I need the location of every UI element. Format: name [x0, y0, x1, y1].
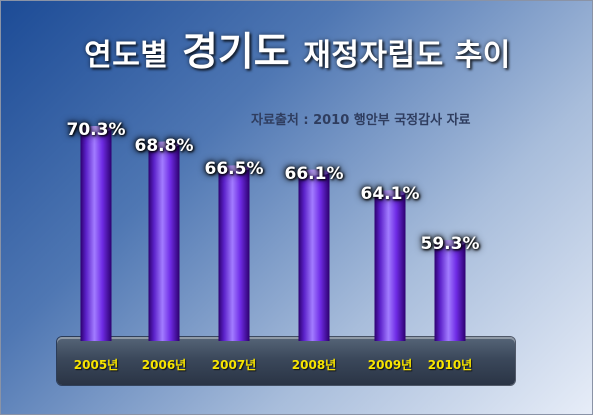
bar-2010년: [434, 242, 466, 341]
bar-2005년: [80, 128, 112, 341]
chart-title-suffix: 재정자립도 추이: [303, 38, 511, 73]
chart-base-plate: [57, 337, 515, 385]
bar-cap-2009년: [374, 190, 406, 197]
data-label-2008년: 66.1%: [284, 163, 344, 184]
x-tick-label-2009년: 2009년: [367, 358, 413, 372]
bar-2006년: [148, 143, 180, 341]
x-tick-label-2008년: 2008년: [291, 358, 337, 372]
chart-title-highlight: 경기도: [182, 30, 290, 75]
x-tick-label-2006년: 2006년: [141, 358, 187, 372]
bar-cap-2008년: [298, 169, 330, 176]
bar-cap-2005년: [80, 126, 112, 132]
data-label-2009년: 64.1%: [360, 184, 420, 205]
chart-title-prefix: 연도별: [84, 38, 169, 73]
x-tick-label-2005년: 2005년: [73, 358, 119, 372]
bar-cap-2010년: [434, 240, 466, 246]
x-tick-label-2007년: 2007년: [211, 358, 257, 372]
chart-title: 연도별 경기도 재정자립도 추이: [1, 30, 592, 75]
bar-cap-2007년: [218, 165, 250, 172]
data-label-2010년: 59.3%: [420, 234, 480, 254]
bars-layer: [80, 126, 466, 341]
source-note: 자료출처 : 2010 행안부 국정감사 자료: [251, 113, 471, 128]
data-label-2006년: 68.8%: [134, 135, 194, 156]
bar-2007년: [218, 167, 250, 341]
bar-2009년: [374, 192, 406, 341]
bar-2008년: [298, 171, 330, 341]
bar-cap-2006년: [148, 141, 180, 148]
x-tick-label-2010년: 2010년: [427, 358, 473, 372]
data-label-2007년: 66.5%: [204, 159, 264, 180]
data-label-2005년: 70.3%: [66, 120, 126, 140]
